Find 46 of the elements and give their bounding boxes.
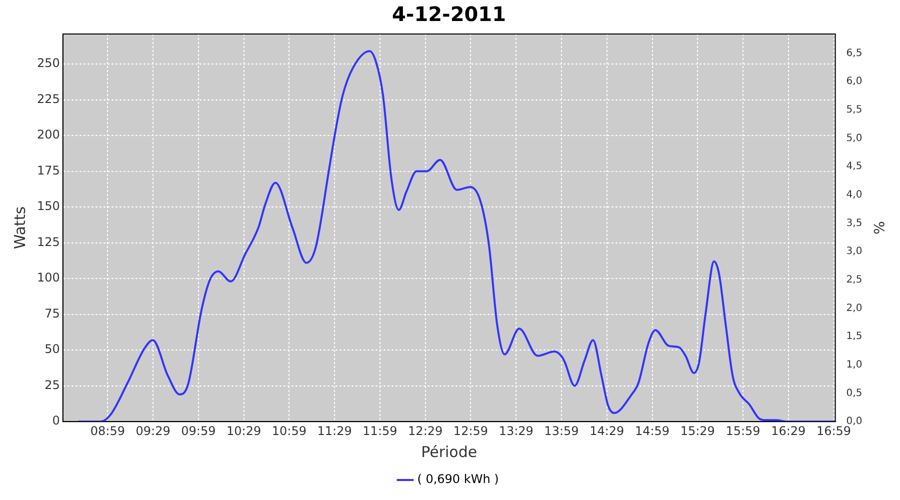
y-tick-label: 0 xyxy=(52,414,60,428)
y-tick-label: 125 xyxy=(37,234,60,249)
y2-tick-label: 5,5 xyxy=(846,104,862,116)
y-tick-label: 250 xyxy=(37,56,60,70)
y-tick-label: 150 xyxy=(37,199,60,214)
y-axis-title: Watts xyxy=(10,206,29,250)
y2-tick-label: 4,5 xyxy=(846,161,862,172)
y2-tick-label: 0,5 xyxy=(846,388,862,399)
x-tick-label: 12:59 xyxy=(453,424,488,438)
x-tick-label: 15:29 xyxy=(680,424,715,438)
x-tick-label: 11:59 xyxy=(362,424,398,438)
y2-tick-label: 4,0 xyxy=(846,190,862,201)
x-tick-label: 10:59 xyxy=(272,424,306,438)
y2-tick-label: 6,5 xyxy=(846,48,862,59)
line-series xyxy=(78,50,836,422)
y2-tick-label: 2,0 xyxy=(846,302,862,314)
y-tick-label: 25 xyxy=(44,378,60,392)
x-tick-label: 13:59 xyxy=(544,424,579,438)
x-tick-label: 15:59 xyxy=(726,424,760,438)
y2-tick-label: 6,0 xyxy=(846,76,862,88)
y2-tick-label: 2,5 xyxy=(846,274,862,286)
y2-tick-label: 1,5 xyxy=(846,331,862,342)
y-tick-label: 50 xyxy=(44,342,60,356)
x-tick-label: 12:29 xyxy=(408,424,443,438)
legend-label: ( 0,690 kWh ) xyxy=(417,472,499,486)
y-tick-label: 175 xyxy=(37,163,60,178)
x-tick-label: 14:59 xyxy=(634,424,670,438)
x-tick-label: 08:59 xyxy=(90,424,125,438)
y2-tick-label: 3,5 xyxy=(846,218,862,229)
x-tick-label: 14:29 xyxy=(590,424,624,438)
x-tick-label: 09:29 xyxy=(136,424,170,438)
x-tick-label: 10:29 xyxy=(226,424,262,438)
y-tick-label: 225 xyxy=(37,92,60,106)
x-tick-label: 09:59 xyxy=(181,424,216,438)
y-tick-label: 200 xyxy=(37,128,60,142)
x-tick-label: 13:29 xyxy=(498,424,534,438)
x-axis-title: Période xyxy=(421,442,478,461)
y-tick-label: 100 xyxy=(37,270,60,285)
y2-tick-label: 5,0 xyxy=(846,132,862,144)
chart-title: 4-12-2011 xyxy=(392,2,506,26)
y2-tick-label: 3,0 xyxy=(846,246,862,258)
y2-axis-title: % xyxy=(870,221,886,234)
y2-tick-label: 1,0 xyxy=(846,360,862,371)
x-tick-label: 11:29 xyxy=(317,424,352,438)
y-tick-label: 75 xyxy=(44,306,60,320)
x-tick-label: 16:29 xyxy=(771,424,806,438)
